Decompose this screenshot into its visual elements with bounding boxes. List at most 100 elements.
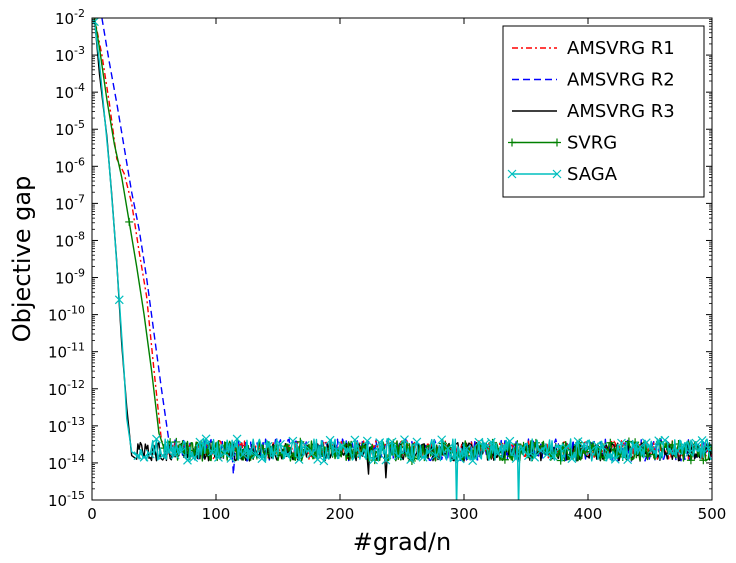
data-point-marker	[139, 452, 149, 462]
data-point-marker	[553, 138, 561, 147]
y-tick-exponent: -14	[67, 452, 85, 465]
data-point-marker	[345, 452, 354, 461]
data-point-marker	[133, 451, 143, 461]
y-tick-label: 10-13	[48, 415, 85, 436]
y-tick-label: 10-3	[55, 44, 85, 65]
y-tick-label: 10-6	[55, 155, 85, 176]
data-point-marker	[685, 447, 695, 457]
plot-frame	[91, 17, 713, 501]
data-point-marker	[356, 448, 366, 458]
data-point-marker	[703, 443, 712, 453]
data-point-marker	[290, 452, 299, 461]
data-point-marker	[195, 437, 205, 447]
data-point-marker	[511, 454, 521, 464]
legend-entry: AMSVRG R3	[512, 101, 675, 122]
data-point-marker	[643, 452, 652, 461]
y-tick-label: 10-5	[55, 118, 85, 139]
data-point-marker	[542, 449, 552, 459]
data-point-marker	[189, 453, 199, 463]
data-point-marker	[245, 446, 254, 456]
y-tick-label: 10-9	[55, 267, 85, 288]
data-point-marker	[170, 450, 180, 460]
data-point-marker	[508, 138, 516, 147]
data-point-marker	[406, 455, 416, 464]
data-point-marker	[486, 437, 496, 447]
data-point-marker	[369, 455, 378, 465]
data-point-marker	[238, 450, 248, 459]
data-point-marker	[648, 444, 657, 454]
data-point-marker	[536, 446, 546, 456]
data-point-marker	[561, 443, 571, 453]
y-tick-label: 10-8	[55, 229, 85, 250]
data-point-marker	[686, 456, 695, 465]
data-point-marker	[493, 449, 502, 458]
y-tick-exponent: -7	[74, 192, 85, 205]
data-point-marker	[424, 447, 434, 457]
data-point-marker	[525, 444, 534, 453]
y-tick-base: 10	[55, 158, 74, 176]
legend-label: SVRG	[567, 133, 617, 154]
y-tick-exponent: -11	[67, 341, 85, 354]
y-tick-base: 10	[48, 381, 67, 399]
legend: AMSVRG R1 AMSVRG R2 AMSVRG R3 SVRG SAGA	[502, 25, 705, 198]
data-point-marker	[358, 442, 367, 451]
data-point-marker	[251, 450, 261, 460]
y-tick-exponent: -8	[74, 229, 85, 242]
y-tick-base: 10	[55, 232, 74, 250]
y-tick-base: 10	[55, 270, 74, 288]
y-tick-exponent: -12	[67, 378, 85, 391]
y-tick-base: 10	[48, 455, 67, 473]
data-point-marker	[400, 435, 409, 445]
data-point-marker	[499, 441, 509, 451]
y-tick-exponent: -9	[74, 267, 85, 280]
data-point-marker	[393, 451, 403, 461]
x-tick-label: 200	[326, 505, 355, 523]
data-point-marker	[226, 453, 236, 463]
series-layer	[92, 18, 712, 500]
data-point-marker	[276, 439, 285, 449]
data-point-marker	[350, 435, 360, 445]
data-point-marker	[232, 434, 242, 444]
data-point-marker	[257, 454, 267, 464]
y-tick-base: 10	[55, 195, 74, 213]
data-point-marker	[610, 454, 620, 464]
data-point-marker	[331, 445, 341, 455]
data-point-marker	[387, 437, 397, 447]
data-point-marker	[552, 169, 562, 179]
data-point-marker	[556, 456, 565, 465]
x-tick-label: 400	[574, 505, 603, 523]
y-tick-exponent: -3	[74, 44, 85, 57]
data-point-marker	[587, 444, 596, 453]
data-point-marker	[606, 438, 615, 447]
y-tick-exponent: -13	[67, 415, 85, 428]
data-point-marker	[437, 435, 447, 445]
data-point-marker	[505, 436, 515, 446]
data-point-marker	[201, 434, 211, 444]
data-point-marker	[431, 451, 440, 461]
x-tick-label: 300	[450, 505, 479, 523]
data-point-marker	[158, 451, 168, 460]
data-point-marker	[500, 455, 509, 464]
data-point-marker	[381, 455, 391, 465]
data-point-marker	[691, 438, 701, 448]
legend-entry: AMSVRG R1	[512, 38, 675, 59]
x-tick-label: 500	[698, 505, 727, 523]
series-line	[93, 21, 712, 500]
data-point-marker	[567, 454, 577, 464]
data-point-marker	[462, 444, 471, 454]
y-tick-base: 10	[48, 344, 67, 362]
y-tick-base: 10	[55, 47, 74, 65]
y-tick-exponent: -10	[67, 304, 85, 317]
y-tick-label: 10-14	[48, 452, 85, 473]
x-tick-label: 100	[202, 505, 231, 523]
data-point-marker	[325, 435, 335, 445]
y-tick-label: 10-12	[48, 378, 85, 399]
data-point-marker	[548, 451, 558, 461]
data-point-marker	[220, 448, 230, 458]
data-point-marker	[395, 443, 404, 452]
data-point-marker	[164, 447, 174, 457]
data-point-marker	[592, 440, 602, 450]
legend-label: AMSVRG R1	[567, 38, 675, 59]
data-point-marker	[125, 217, 134, 226]
